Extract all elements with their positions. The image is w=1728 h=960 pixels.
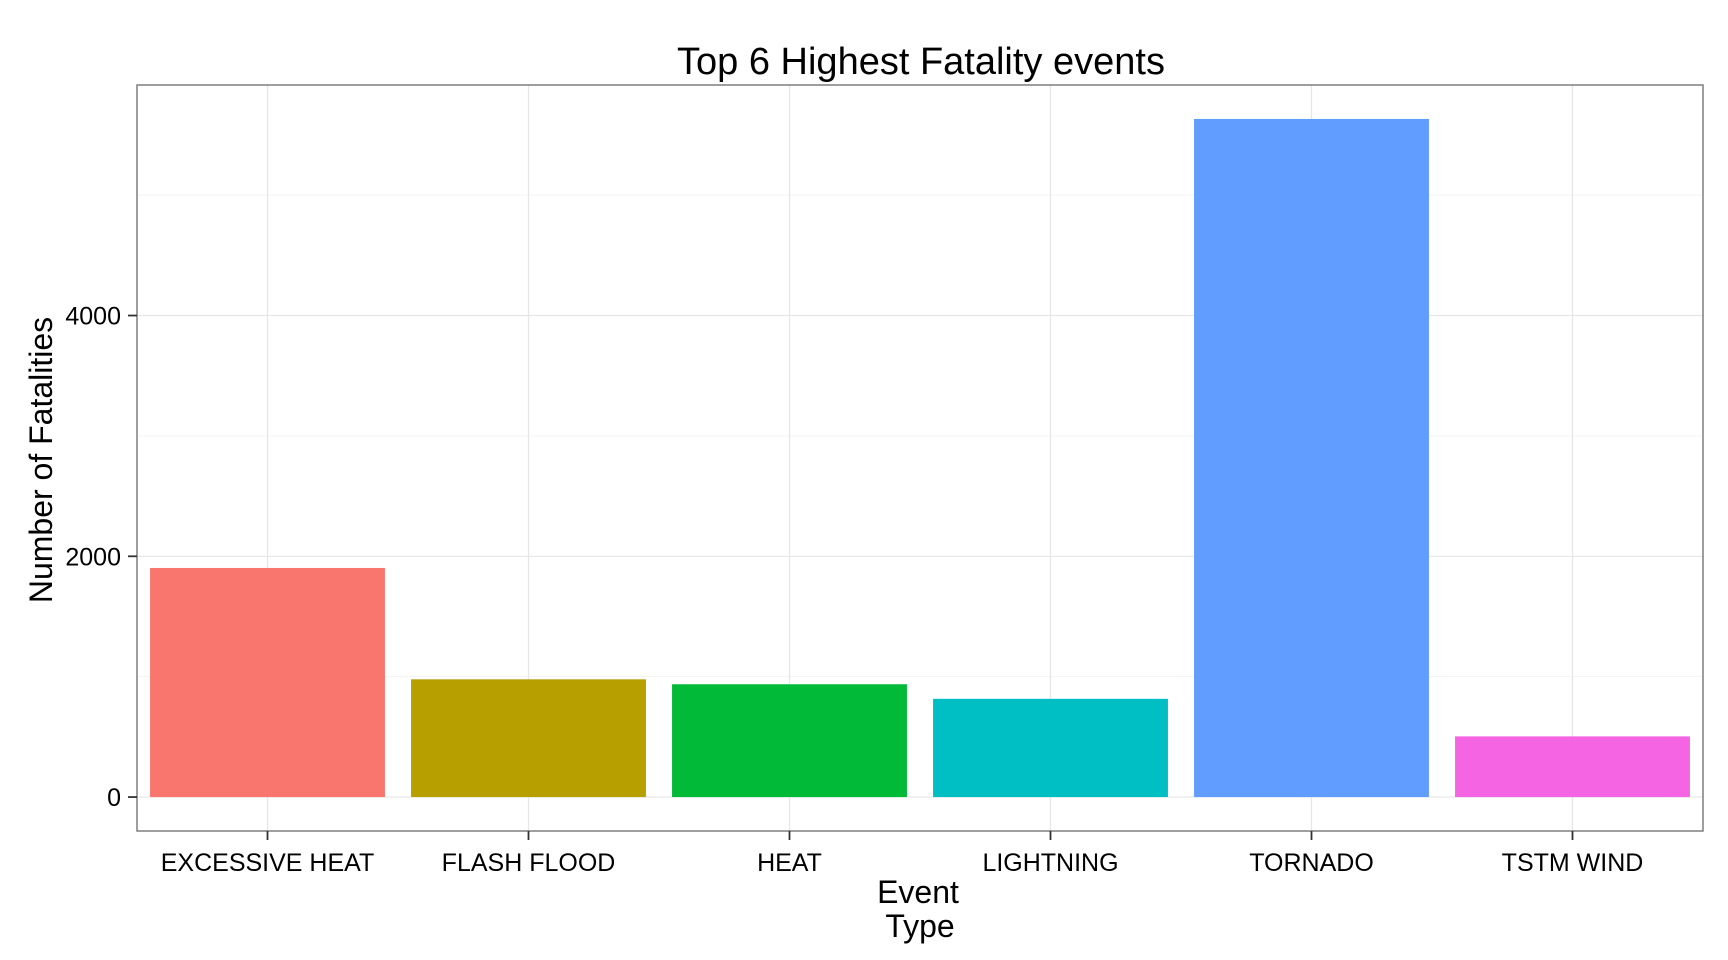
bar-heat	[672, 684, 907, 798]
axis-ticks: 0 2000 4000 EXCESSIVE HEAT FLASH FLOOD HEAT LI…	[65, 303, 1643, 877]
bar-tstm-wind	[1455, 736, 1690, 798]
x-tick-label: TSTM WIND	[1502, 849, 1644, 877]
x-tick-label: TORNADO	[1249, 849, 1374, 877]
x-tick-label: EXCESSIVE HEAT	[161, 849, 375, 877]
x-tick-label: FLASH FLOOD	[442, 849, 616, 877]
bars	[150, 118, 1690, 798]
bar-excessive-heat	[150, 567, 385, 798]
y-tick-label: 4000	[65, 303, 121, 331]
plot-panel-border	[136, 84, 1704, 832]
x-axis-title-line-2: Type	[885, 908, 954, 944]
x-tick-label: LIGHTNING	[982, 849, 1118, 877]
y-tick-label: 0	[107, 784, 121, 812]
chart-title: Top 6 Highest Fatality events	[677, 41, 1165, 83]
bar-tornado	[1194, 118, 1429, 798]
bar-lightning	[933, 698, 1168, 798]
x-axis-title-line-1: Event	[877, 874, 959, 910]
x-tick-label: HEAT	[757, 849, 822, 877]
y-axis-title: Number of Fatalities	[23, 317, 59, 603]
y-tick-label: 2000	[65, 543, 121, 571]
bar-flash-flood	[411, 679, 646, 798]
